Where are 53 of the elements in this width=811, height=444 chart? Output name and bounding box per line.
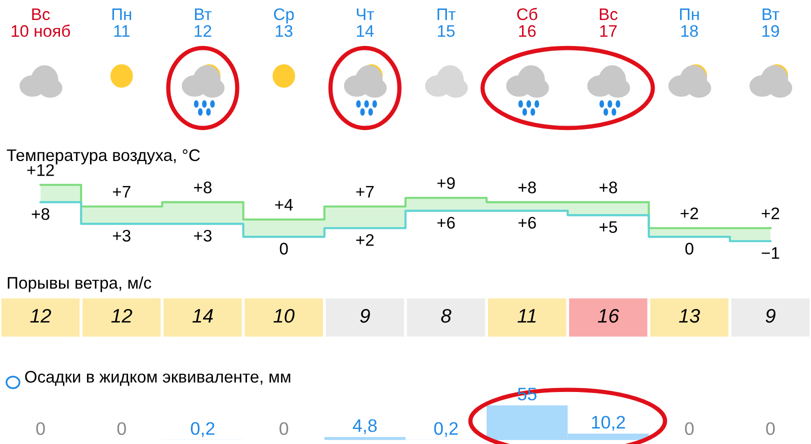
text: 13	[679, 308, 700, 323]
data-label: 0	[117, 422, 126, 436]
data-label: +2	[680, 207, 698, 220]
data-label: 10,2	[592, 416, 625, 431]
data-label: +9	[437, 177, 455, 190]
text: 12	[30, 308, 52, 323]
x-tick-label: Пт 15	[438, 8, 456, 37]
data-label: +8	[32, 208, 50, 220]
x-tick-label: Вс 17	[600, 8, 618, 37]
data-label: +6	[437, 216, 455, 229]
data-label: +8	[518, 182, 536, 194]
chart-title: Температура воздуха, °C	[6, 149, 200, 164]
text: 11	[518, 309, 536, 323]
data-label: +4	[275, 199, 293, 210]
data-label: 0	[685, 242, 694, 255]
data-label: +12	[27, 164, 54, 176]
chart-title: Осадки в жидком эквиваленте, мм	[25, 370, 290, 386]
data-label: +3	[194, 230, 212, 242]
x-tick-label: Пн 11	[112, 8, 132, 37]
data-label: 0	[766, 422, 775, 436]
text: 10	[274, 308, 295, 323]
data-label: +8	[194, 182, 212, 194]
data-label: 4,8	[352, 419, 377, 434]
text: Порывы ветра, м/с	[8, 276, 152, 292]
data-label: +7	[356, 186, 374, 198]
data-label: +5	[600, 221, 618, 233]
text: 9	[360, 308, 370, 323]
text: 12	[111, 308, 132, 323]
x-tick-label: Вт 19	[762, 8, 780, 37]
data-label: −1	[762, 247, 780, 259]
data-label: 0,2	[434, 422, 458, 438]
text: 8	[441, 308, 452, 323]
x-tick-label: Вт 12	[194, 8, 212, 37]
data-label: 0	[280, 242, 288, 255]
data-label: +2	[762, 207, 780, 220]
data-label: 0	[36, 422, 45, 436]
text: 14	[192, 309, 213, 323]
data-label: +7	[112, 186, 130, 198]
data-label: +2	[356, 234, 374, 246]
x-tick-label: Сб 16	[517, 8, 538, 37]
x-tick-label: Вс 10 нояб	[12, 8, 70, 37]
text: 9	[766, 308, 776, 323]
data-label: +3	[112, 230, 130, 242]
x-tick-label: Ср 13	[274, 8, 294, 37]
text: 16	[598, 308, 620, 323]
data-label: +6	[518, 216, 536, 229]
data-label: +8	[600, 182, 618, 194]
data-label: 0	[280, 422, 288, 436]
data-label: 0	[685, 422, 694, 436]
x-tick-label: Чт 14	[356, 8, 374, 37]
data-label: 0,2	[190, 422, 214, 438]
x-tick-label: Пн 18	[680, 8, 699, 37]
bar	[324, 436, 406, 440]
